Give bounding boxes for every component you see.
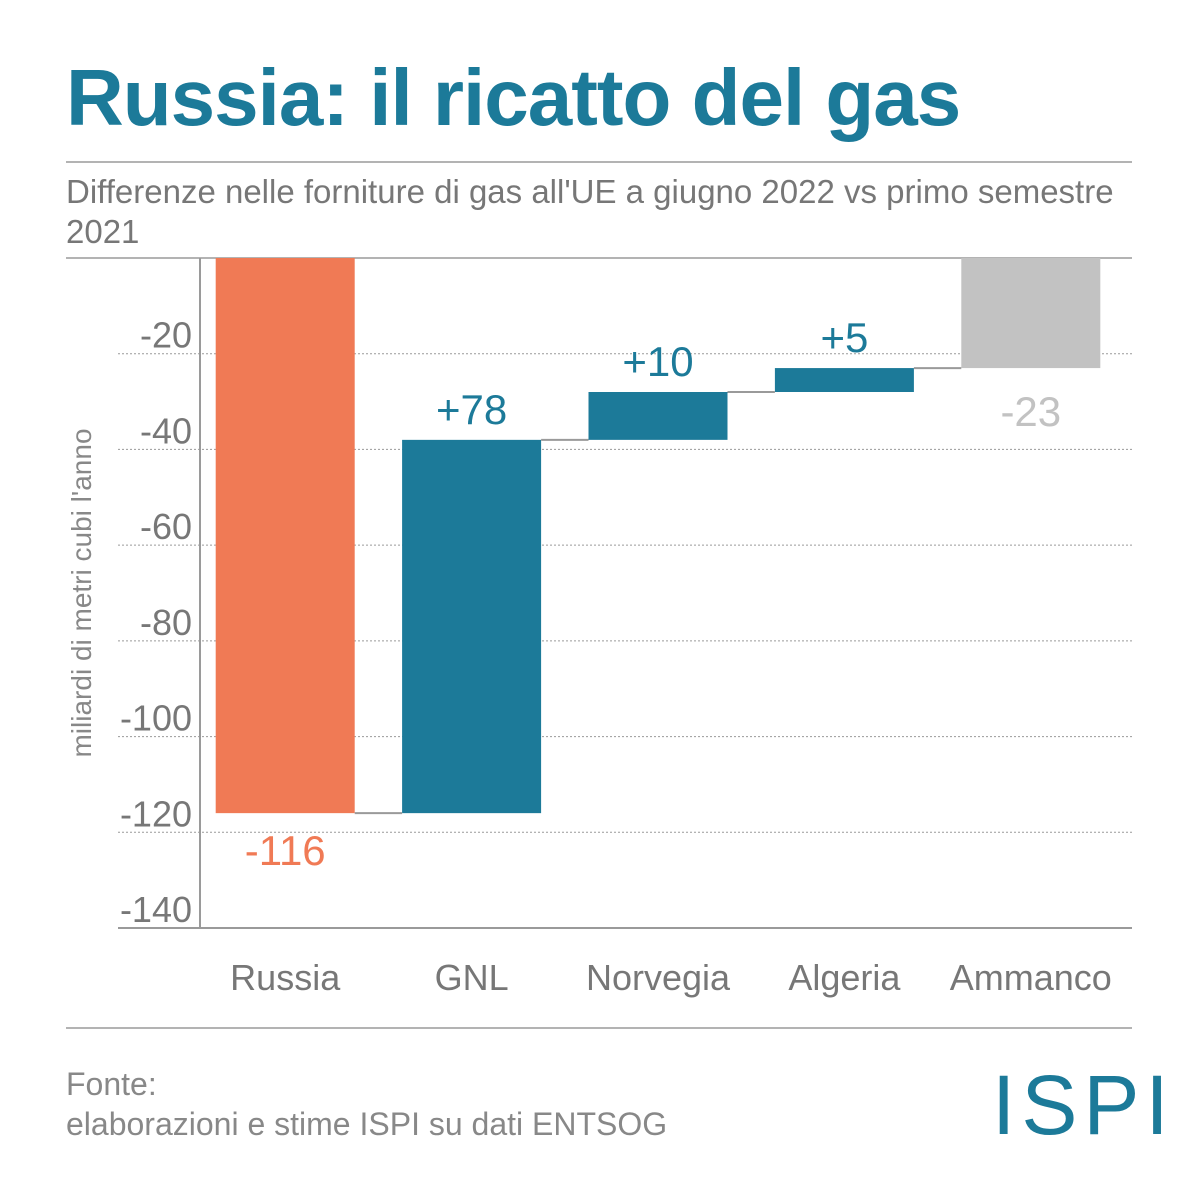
data-label: +10 bbox=[622, 338, 693, 385]
chart-subtitle: Differenze nelle forniture di gas all'UE… bbox=[66, 173, 1114, 250]
data-label: +5 bbox=[820, 314, 868, 361]
data-label: -23 bbox=[1000, 388, 1061, 435]
title-divider bbox=[66, 161, 1132, 163]
x-tick-label: Norvegia bbox=[586, 957, 731, 998]
chart-title: Russia: il ricatto del gas bbox=[66, 53, 961, 142]
y-tick-label: -60 bbox=[140, 506, 192, 547]
x-tick-label: GNL bbox=[435, 957, 509, 998]
y-tick-label: -120 bbox=[120, 793, 192, 834]
y-tick-label: -20 bbox=[140, 315, 192, 356]
source-text: elaborazioni e stime ISPI su dati ENTSOG bbox=[66, 1106, 668, 1142]
y-tick-label: -100 bbox=[120, 698, 192, 739]
x-tick-label: Russia bbox=[230, 957, 341, 998]
x-tick-label: Algeria bbox=[788, 957, 901, 998]
source-note: Fonte: elaborazioni e stime ISPI su dati… bbox=[66, 1064, 667, 1144]
y-tick-label: -40 bbox=[140, 410, 192, 451]
y-tick-label: -140 bbox=[120, 889, 192, 930]
source-label: Fonte: bbox=[66, 1066, 157, 1102]
x-tick-label: Ammanco bbox=[950, 957, 1112, 998]
data-label: +78 bbox=[436, 386, 507, 433]
bar-ammanco bbox=[961, 258, 1101, 369]
y-tick-label: -80 bbox=[140, 602, 192, 643]
bar-algeria bbox=[774, 368, 914, 392]
ispi-logo: ISPI bbox=[992, 1058, 1175, 1152]
subtitle-divider bbox=[66, 257, 1132, 259]
bar-russia bbox=[215, 258, 355, 814]
bar-gnl bbox=[402, 439, 542, 814]
data-label: -116 bbox=[245, 827, 326, 874]
bar-norvegia bbox=[588, 392, 728, 440]
footer-divider bbox=[66, 1027, 1132, 1029]
